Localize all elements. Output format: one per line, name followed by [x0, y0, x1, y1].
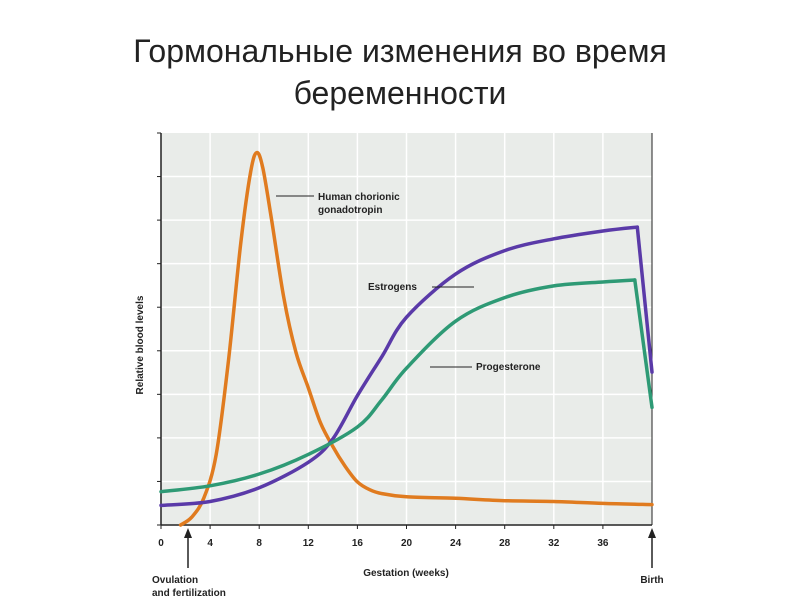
series-drop-estrogens [635, 225, 654, 374]
ovulation-label-line1: Ovulation [152, 575, 198, 586]
x-tick-label: 4 [207, 538, 213, 549]
birth-label: Birth [640, 575, 663, 586]
x-tick-label: 28 [499, 538, 511, 549]
series-drop-progesterone [633, 278, 654, 410]
grid [161, 133, 652, 526]
series-line-hcg [178, 150, 654, 527]
slide-title-line-1: Гормональные изменения во время [133, 33, 667, 69]
series-label-progesterone: Progesterone [476, 362, 541, 373]
series-label-hcg-line1: Human chorionic [318, 192, 400, 203]
x-tick-label: 12 [303, 538, 315, 549]
x-tick-label: 32 [548, 538, 560, 549]
series-label-hcg-line2: gonadotropin [318, 205, 382, 216]
ovulation-arrow-head [184, 528, 192, 538]
birth-arrow-head [648, 528, 656, 538]
series-line-progesterone [159, 278, 637, 494]
x-tick-label: 36 [597, 538, 609, 549]
x-tick-label: 20 [401, 538, 413, 549]
x-tick-label: 0 [158, 538, 164, 549]
series-group [159, 150, 654, 527]
slide-title: Гормональные изменения во время беременн… [0, 30, 800, 114]
series-line-estrogens [159, 225, 640, 508]
y-axis-label: Relative blood levels [135, 295, 146, 394]
x-tick-label: 16 [352, 538, 364, 549]
x-tick-label: 24 [450, 538, 462, 549]
slide-title-line-2: беременности [293, 75, 507, 111]
labels-group: Gestation (weeks) Relative blood levels Hu… [135, 192, 664, 599]
ovulation-label-line2: and fertilization [152, 588, 226, 599]
axes: 0 4 8 12 16 20 24 28 32 36 [157, 132, 653, 549]
x-tick-label: 8 [256, 538, 262, 549]
x-axis-label: Gestation (weeks) [363, 568, 449, 579]
series-label-estrogens: Estrogens [368, 282, 417, 293]
